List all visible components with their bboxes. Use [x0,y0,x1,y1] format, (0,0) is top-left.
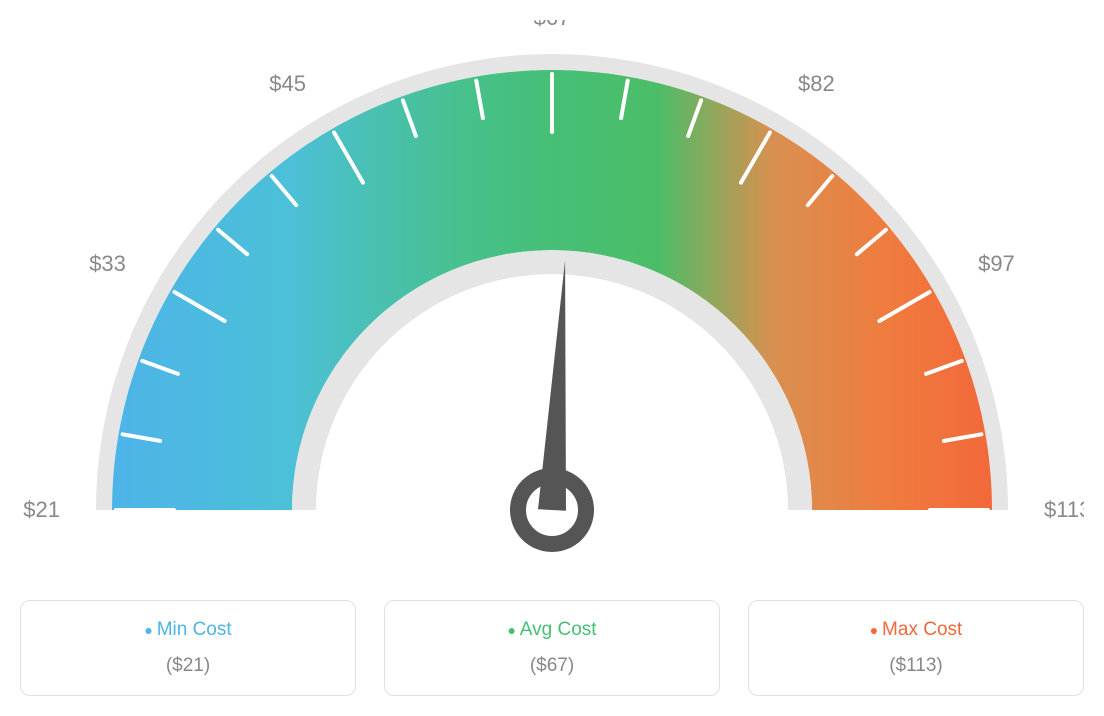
legend-card-min: Min Cost ($21) [20,600,356,696]
svg-text:$21: $21 [23,497,60,522]
svg-text:$97: $97 [978,251,1015,276]
gauge-svg: $21 $33 $45 $67 $82 $97 $113 [20,20,1084,580]
legend-value-min: ($21) [31,655,345,677]
svg-text:$82: $82 [798,71,835,96]
legend-value-avg: ($67) [395,655,709,677]
legend-title-min: Min Cost [31,619,345,641]
legend-row: Min Cost ($21) Avg Cost ($67) Max Cost (… [20,600,1084,696]
legend-card-max: Max Cost ($113) [748,600,1084,696]
legend-card-avg: Avg Cost ($67) [384,600,720,696]
svg-text:$113: $113 [1044,497,1084,522]
legend-value-max: ($113) [759,655,1073,677]
legend-title-avg: Avg Cost [395,619,709,641]
svg-text:$45: $45 [269,71,306,96]
svg-text:$67: $67 [534,20,571,30]
gauge-chart: $21 $33 $45 $67 $82 $97 $113 [20,20,1084,580]
svg-text:$33: $33 [89,251,126,276]
legend-title-max: Max Cost [759,619,1073,641]
